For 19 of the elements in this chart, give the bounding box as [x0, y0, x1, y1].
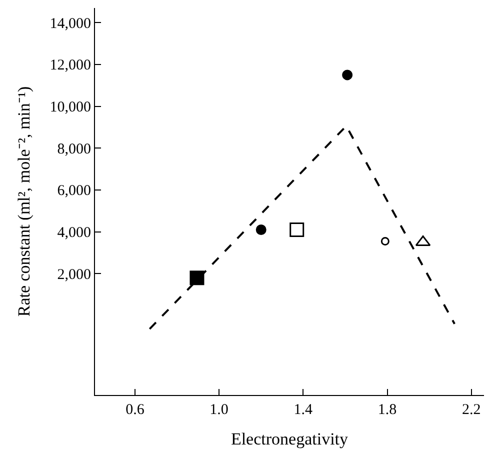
point: [190, 270, 204, 286]
x-tick-label: 2.2: [462, 402, 481, 418]
y-tick-label: 14,000: [50, 16, 91, 32]
x-tick-label: 0.6: [126, 402, 145, 418]
y-tick-label: 10,000: [50, 100, 91, 116]
y-tick-label: 8,000: [57, 141, 91, 158]
x-axis-title: Electronegativity: [230, 429, 349, 448]
x-tick-label: 1.4: [294, 402, 314, 418]
y-tick-label: 2,000: [57, 266, 91, 283]
point: [380, 237, 390, 246]
y-tick-label: 12,000: [50, 58, 91, 74]
y-tick-label: 6,000: [57, 183, 91, 200]
y-tick-label: 4,000: [57, 225, 91, 242]
point: [342, 70, 353, 80]
x-tick-label: 1.0: [210, 402, 228, 418]
x-tick-label: 1.8: [378, 402, 397, 418]
point: [256, 224, 266, 235]
y-axis-title: Rate constant (ml², mole⁻², min⁻¹): [14, 86, 34, 317]
point: [290, 222, 304, 237]
